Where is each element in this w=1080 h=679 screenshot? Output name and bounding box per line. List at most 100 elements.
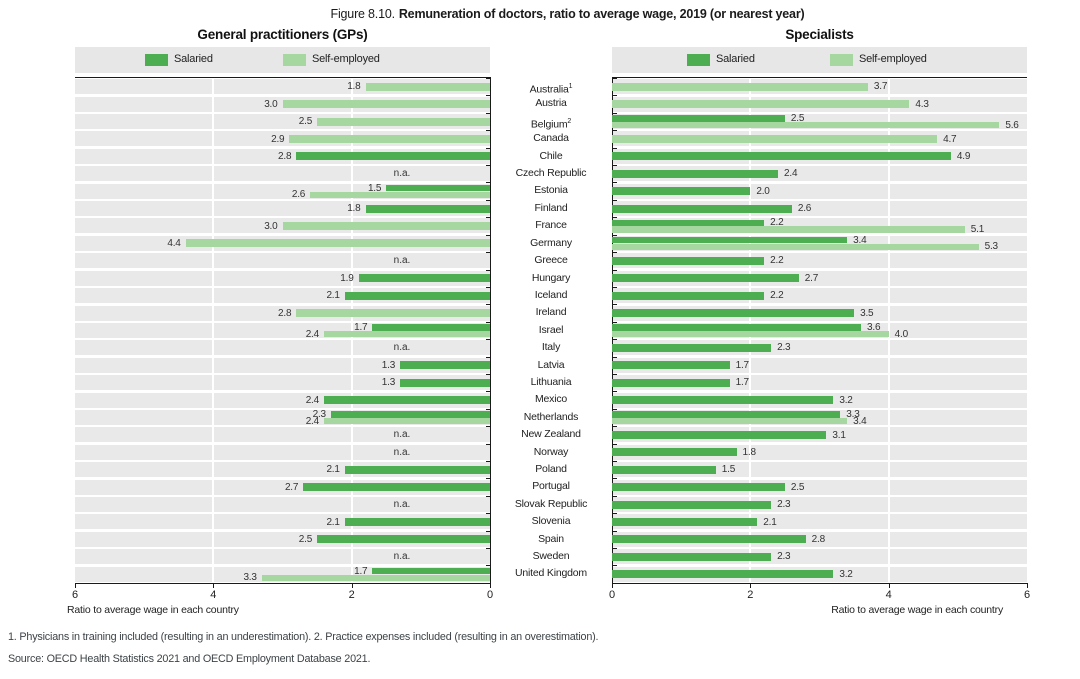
country-label: Greece bbox=[534, 254, 568, 267]
value-label: 2.3 bbox=[777, 551, 791, 563]
category-tick bbox=[486, 339, 490, 341]
bar-salaried bbox=[612, 378, 730, 387]
country-label: Estonia bbox=[534, 184, 568, 197]
na-label: n.a. bbox=[393, 499, 411, 511]
category-tick bbox=[613, 78, 617, 79]
country-label: Slovak Republic bbox=[514, 497, 588, 510]
bar-self-employed bbox=[185, 239, 490, 248]
category-tick bbox=[486, 182, 490, 184]
bar-self-employed bbox=[310, 191, 490, 198]
bar-salaried bbox=[612, 219, 765, 227]
value-label: 1.5 bbox=[721, 464, 736, 476]
na-label: n.a. bbox=[393, 429, 411, 441]
x-axis-line bbox=[612, 582, 1027, 584]
gridline bbox=[350, 78, 353, 583]
x-tick-label: 2 bbox=[348, 588, 355, 601]
category-tick bbox=[486, 408, 490, 410]
row-stripe bbox=[75, 166, 490, 182]
value-label: 3.0 bbox=[264, 220, 278, 232]
bar-salaried bbox=[612, 483, 785, 492]
footnote: 1. Physicians in training included (resu… bbox=[8, 631, 599, 643]
bar-self-employed bbox=[317, 117, 490, 126]
na-label: n.a. bbox=[393, 255, 411, 267]
bar-salaried bbox=[612, 518, 758, 527]
bar-salaried bbox=[365, 204, 490, 213]
row-stripe bbox=[75, 253, 490, 269]
value-label: 3.3 bbox=[243, 572, 257, 584]
category-tick bbox=[613, 513, 617, 515]
bar-self-employed bbox=[282, 100, 490, 109]
country-label: Ireland bbox=[535, 306, 567, 319]
value-label: 1.7 bbox=[354, 565, 368, 577]
country-label: Canada bbox=[533, 132, 569, 145]
category-tick bbox=[486, 478, 490, 480]
category-tick bbox=[486, 461, 490, 463]
bar-self-employed bbox=[612, 226, 965, 233]
country-label: Lithuania bbox=[530, 375, 572, 388]
category-tick bbox=[486, 513, 490, 515]
value-label: 4.4 bbox=[167, 237, 181, 249]
salaried-legend-swatch bbox=[145, 54, 168, 66]
x-tick-label: 0 bbox=[608, 588, 616, 601]
x-axis-tick bbox=[351, 582, 353, 588]
row-stripe bbox=[75, 357, 490, 373]
category-tick bbox=[486, 78, 490, 79]
country-label: Austria bbox=[535, 97, 567, 110]
category-tick bbox=[486, 530, 490, 532]
bar-salaried bbox=[400, 361, 490, 370]
category-tick bbox=[486, 391, 490, 393]
country-label: Spain bbox=[538, 532, 564, 545]
bar-salaried bbox=[344, 465, 490, 474]
country-label: Mexico bbox=[534, 393, 568, 406]
category-tick bbox=[486, 112, 490, 114]
x-axis-tick bbox=[750, 582, 752, 588]
value-label: 4.3 bbox=[915, 98, 929, 110]
value-label: 3.3 bbox=[846, 408, 860, 420]
value-label: 5.1 bbox=[970, 224, 985, 236]
value-label: 2.9 bbox=[271, 133, 285, 145]
bar-salaried bbox=[612, 431, 827, 439]
bar-salaried bbox=[612, 570, 834, 579]
salaried-legend-swatch bbox=[687, 54, 710, 66]
self-employed-legend-swatch bbox=[830, 54, 853, 66]
category-tick bbox=[613, 252, 617, 254]
specialists-chart-title: Specialists bbox=[785, 27, 854, 42]
country-label: Poland bbox=[535, 463, 567, 476]
bar-salaried bbox=[612, 274, 799, 283]
x-axis-tick bbox=[888, 582, 890, 588]
bar-self-employed bbox=[289, 135, 490, 144]
value-label: 2.8 bbox=[278, 307, 292, 319]
na-label: n.a. bbox=[393, 168, 411, 180]
bar-salaried bbox=[386, 185, 490, 192]
value-label: 1.9 bbox=[340, 272, 354, 284]
value-label: 2.1 bbox=[326, 516, 340, 528]
figure-title-text: Remuneration of doctors, ratio to averag… bbox=[398, 7, 805, 21]
bar-salaried bbox=[612, 291, 765, 300]
value-label: 1.3 bbox=[381, 377, 396, 389]
x-tick-label: 0 bbox=[486, 588, 494, 601]
category-tick bbox=[613, 582, 617, 584]
category-tick bbox=[613, 495, 617, 497]
country-label: Chile bbox=[539, 149, 563, 162]
value-label: 2.1 bbox=[326, 464, 340, 476]
bar-self-employed bbox=[612, 122, 1000, 129]
value-label: 2.4 bbox=[305, 394, 320, 406]
x-axis-tick bbox=[490, 582, 491, 588]
salaried-legend-label: Salaried bbox=[174, 53, 213, 65]
value-label: 2.6 bbox=[797, 203, 812, 215]
category-tick bbox=[486, 304, 490, 306]
bar-salaried bbox=[612, 465, 716, 474]
country-label: Belgium2 bbox=[530, 117, 572, 131]
figure-title: Figure 8.10. Remuneration of doctors, rat… bbox=[55, 7, 1080, 21]
bar-salaried bbox=[612, 535, 806, 544]
bar-self-employed bbox=[324, 417, 490, 425]
category-tick bbox=[613, 269, 617, 271]
specialists-legend: Salaried Self-employed bbox=[612, 47, 1027, 73]
category-tick bbox=[486, 217, 490, 219]
category-tick bbox=[613, 391, 617, 393]
figure-number: Figure 8.10. bbox=[330, 7, 396, 21]
category-tick bbox=[613, 165, 617, 167]
category-tick bbox=[613, 286, 617, 288]
value-label: 3.4 bbox=[853, 415, 867, 427]
